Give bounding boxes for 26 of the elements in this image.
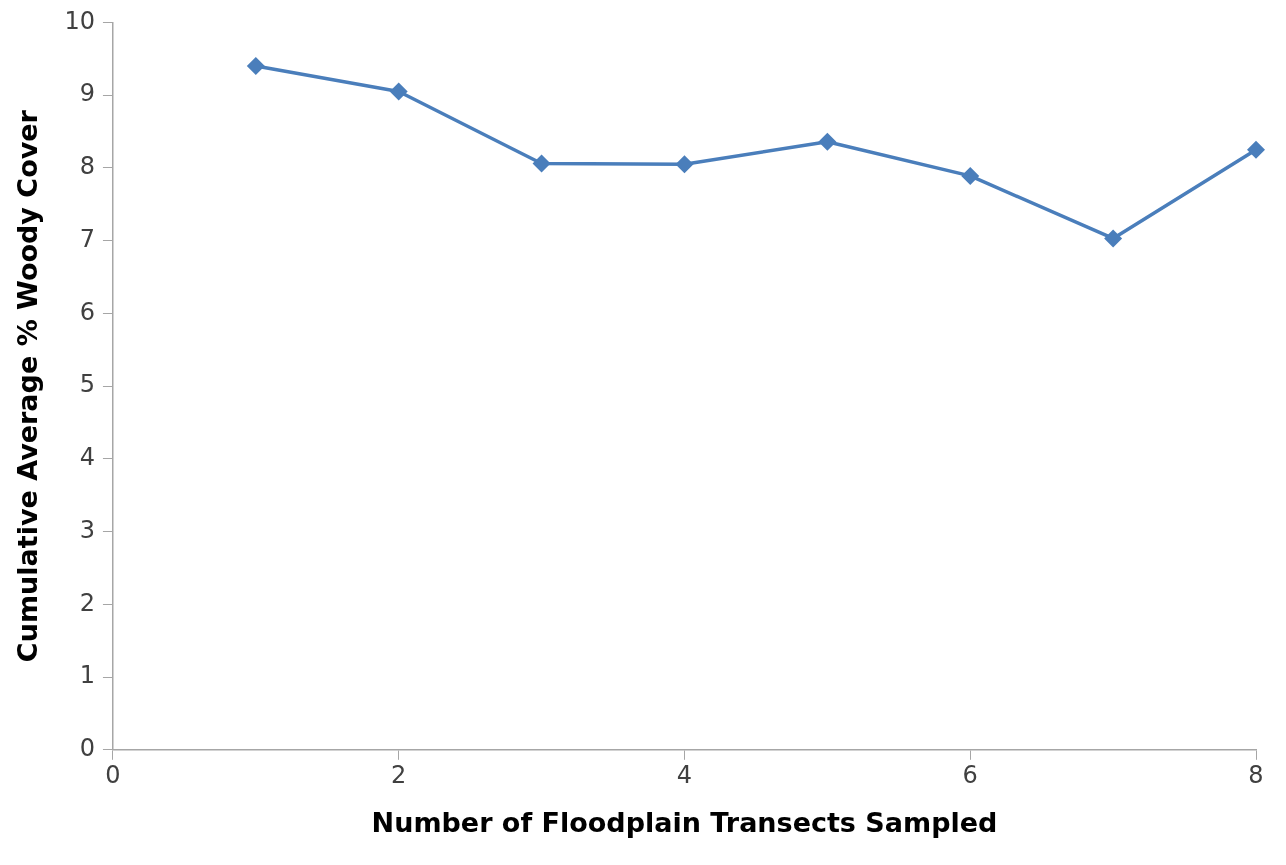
x-tick-label: 2 — [391, 761, 407, 790]
y-axis-title: Cumulative Average % Woody Cover — [12, 109, 44, 663]
y-tick-label: 6 — [79, 297, 95, 326]
y-tick-label: 0 — [79, 734, 95, 763]
y-tick-label: 9 — [79, 79, 95, 108]
y-tick-label: 3 — [79, 515, 95, 544]
point — [532, 154, 551, 173]
x-tick-label: 4 — [676, 761, 693, 790]
point — [1247, 140, 1265, 159]
x-axis-title: Number of Floodplain Transects Sampled — [371, 806, 998, 838]
y-tick-label: 1 — [79, 661, 95, 690]
x-tick-label: 8 — [1248, 761, 1264, 790]
point — [389, 82, 408, 101]
y-tick-label: 10 — [64, 6, 95, 35]
y-tick-label: 4 — [79, 443, 95, 472]
y-tick-label: 5 — [79, 370, 95, 399]
y-tick-label: 2 — [79, 588, 95, 617]
y-tick-label: 7 — [79, 224, 95, 253]
y-tick-label: 8 — [79, 152, 95, 181]
x-tick-label: 0 — [105, 761, 121, 790]
x-tick-label: 6 — [962, 761, 978, 790]
point — [246, 57, 265, 76]
point — [675, 155, 694, 174]
point — [818, 132, 837, 151]
point — [1104, 229, 1123, 248]
point — [961, 166, 980, 185]
